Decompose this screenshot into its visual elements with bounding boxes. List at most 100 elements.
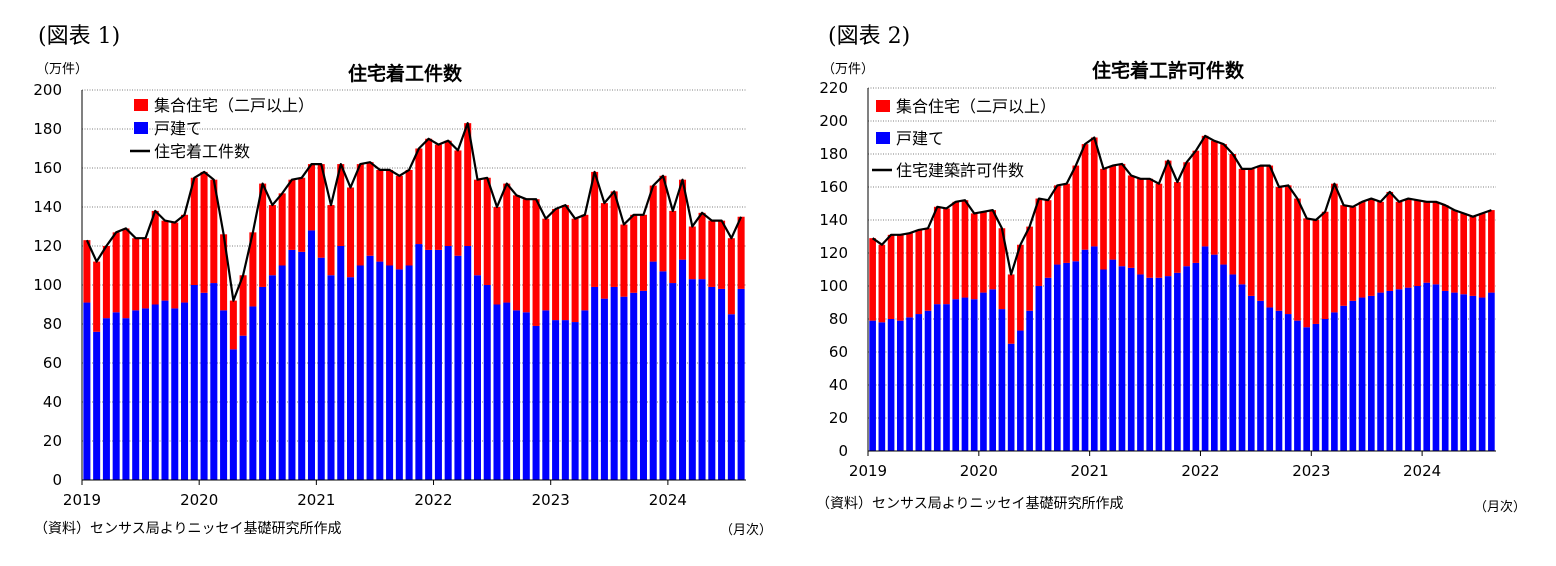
bar-multi-family [998,228,1006,310]
y-tick-label: 20 [829,409,848,427]
bar-single-family [386,265,394,480]
bar-single-family [200,292,208,480]
bar-single-family [708,286,716,480]
bar-single-family [1257,300,1264,451]
legend-swatch [876,132,890,144]
bar-multi-family [610,191,618,287]
bar-single-family [620,296,628,480]
bar-single-family [924,310,932,451]
bar-multi-family [366,162,374,256]
bar-multi-family [552,208,560,321]
legend-swatch [134,99,148,111]
bar-single-family [434,249,442,480]
bar-single-family [630,292,638,480]
y-tick-label: 140 [819,211,848,229]
bar-multi-family [307,164,315,231]
source-note: （資料）センサス局よりニッセイ基礎研究所作成 [816,496,1124,512]
bar-multi-family [1257,165,1264,301]
bar-multi-family [288,179,296,250]
bar-single-family [1229,274,1237,451]
legend-label: 戸建て [154,119,202,138]
bar-multi-family [1303,218,1311,328]
bar-single-family [259,286,267,480]
bar-single-family [366,255,374,480]
period-label: （月次） [720,523,773,538]
bar-multi-family [200,171,208,293]
bar-single-family [122,318,130,480]
bar-single-family [659,271,667,480]
bar-single-family [503,302,511,480]
bar-multi-family [970,213,978,300]
housing-starts-chart: 住宅着工件数 0 20 40 60 80 100 120 140 160 180 200 2019 202… [33,62,746,509]
bar-single-family [542,310,550,480]
bar-single-family [1007,343,1015,451]
bar-multi-family [1063,183,1070,263]
bar-single-family [1340,305,1347,451]
bar-single-family [933,304,941,451]
unit-label: （万件） [822,62,875,77]
y-tick-label: 0 [838,442,848,460]
legend-label: 住宅建築許可件数 [896,161,1024,180]
x-tick-label: 2021 [1071,462,1109,480]
x-tick-label: 2022 [1181,462,1219,480]
building-permits-chart: 住宅着工許可件数 0 20 40 60 80 100 120 140 160 180 200 220 20… [819,59,1496,480]
bar-single-family [425,249,433,480]
bar-multi-family [1423,201,1431,283]
bar-single-family [1164,276,1172,451]
legend-swatch [876,100,890,112]
bar-multi-family [943,208,950,305]
bar-single-family [1146,277,1154,451]
bar-single-family [1469,295,1477,451]
y-tick-label: 160 [819,178,848,196]
bar-multi-family [1072,165,1080,262]
bar-multi-family [1183,162,1190,267]
bar-multi-family [425,138,433,250]
bar-multi-family [571,218,579,323]
bar-multi-family [869,238,876,321]
bar-multi-family [952,201,960,300]
bar-single-family [1367,295,1375,451]
bar-single-family [210,283,218,480]
y-tick-label: 120 [819,244,848,262]
bar-single-family [1072,261,1080,451]
bar-single-family [896,320,904,451]
bar-single-family [327,275,335,480]
bar-single-family [1017,330,1024,451]
bar-multi-family [102,246,110,319]
bar-single-family [1201,246,1209,451]
bar-multi-family [1137,178,1144,275]
bar-multi-family [1174,182,1181,273]
bar-multi-family [181,214,189,303]
y-tick-label: 60 [43,354,62,372]
bar-multi-family [112,232,120,313]
bar-single-family [727,314,735,480]
bar-multi-family [727,238,735,315]
bar-single-family [1053,264,1061,451]
bar-multi-family [1432,201,1440,285]
bar-single-family [915,314,923,451]
y-tick-label: 220 [819,79,848,97]
bar-single-family [869,320,876,451]
bar-multi-family [924,228,932,311]
bar-single-family [278,265,286,480]
chart-title: 住宅着工件数 [348,62,463,85]
y-tick-label: 100 [819,277,848,295]
bar-multi-family [229,300,237,350]
legend-label: 集合住宅（二戸以上） [896,97,1056,116]
bar-single-family [1063,262,1070,451]
bar-single-family [552,320,560,480]
bar-single-family [571,322,579,480]
period-label: （月次） [1474,500,1527,515]
bar-multi-family [1017,244,1024,331]
bar-single-family [1321,319,1329,451]
bar-single-family [610,286,618,480]
bar-multi-family [1266,165,1274,308]
bar-single-family [970,299,978,451]
bar-multi-family [1460,213,1468,295]
y-tick-label: 80 [829,310,848,328]
bar-single-family [473,275,481,480]
bar-single-family [405,265,413,480]
y-tick-label: 60 [829,343,848,361]
bar-single-family [989,289,997,451]
bar-multi-family [493,207,501,305]
